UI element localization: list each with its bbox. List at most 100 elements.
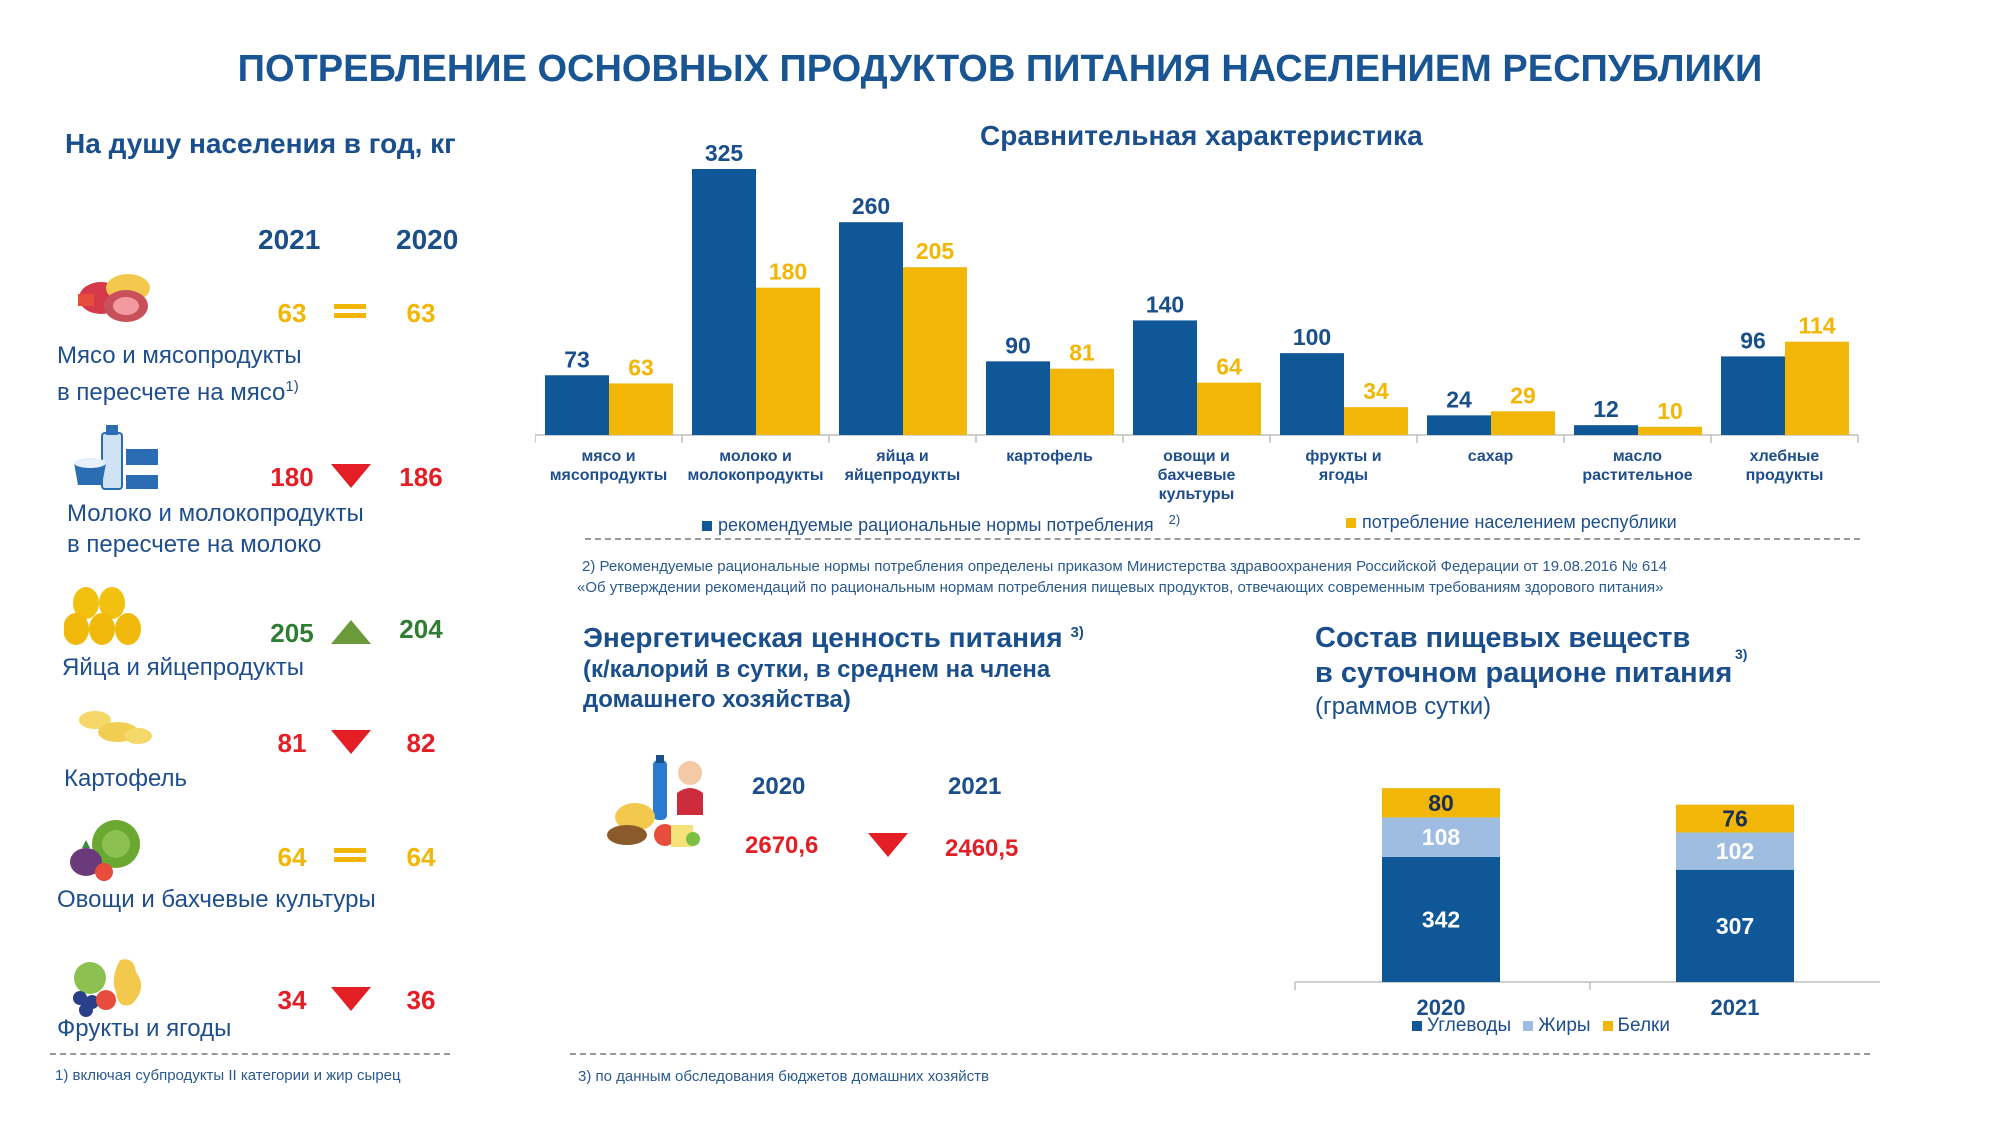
category-label-line: яйцепродукты (844, 467, 961, 484)
stack-segment-Углеводы (1676, 869, 1794, 982)
chart-footnote-2: «Об утверждении рекомендаций по рационал… (577, 579, 1664, 596)
legend-item: Углеводы (1412, 1015, 1511, 1036)
category-label: хлебные продукты (1746, 448, 1824, 484)
product-label-sup: 1) (285, 378, 299, 395)
stack-segment-Углеводы (1382, 856, 1500, 982)
stack-category-label: 2020 (1417, 995, 1466, 1020)
dairy-icon (66, 425, 166, 500)
nutrient-title-2: в суточном рационе питания (1315, 657, 1732, 690)
legend-label: Углеводы (1427, 1015, 1512, 1036)
trend-up-icon (331, 620, 371, 644)
energy-down-arrow-icon (868, 833, 908, 857)
value-2021: 63 (277, 298, 307, 328)
legend-norms: рекомендуемые рациональные нормы потребл… (702, 512, 1180, 536)
value-2020: 82 (406, 728, 436, 758)
bar-consumption (903, 267, 967, 435)
bar-consumption (756, 287, 820, 435)
energy-subtitle-2: домашнего хозяйства) (583, 686, 851, 713)
potato-icon (70, 706, 160, 756)
value-2020: 204 (399, 614, 443, 644)
nutrient-title-sup: 3) (1735, 646, 1748, 662)
legend-norms-label: рекомендуемые рациональные нормы потребл… (718, 515, 1154, 535)
product-label-line1: Картофель (64, 765, 188, 792)
bar-value-label: 10 (1657, 398, 1683, 424)
category-label-line: хлебные (1750, 448, 1820, 465)
category-label-line: культуры (1159, 486, 1235, 503)
bar-consumption (1785, 341, 1849, 435)
nutrient-title-1: Состав пищевых веществ (1315, 622, 1691, 654)
trend-equal-icon (334, 846, 366, 864)
bar-value-label: 114 (1798, 313, 1835, 339)
stack-category-label: 2021 (1711, 995, 1760, 1020)
category-label: молоко и молокопродукты (687, 448, 823, 484)
trend-down-icon (331, 464, 371, 488)
legend-label: Белки (1617, 1015, 1670, 1036)
stack-segment-Белки (1382, 788, 1500, 818)
category-label-line: мясо и (581, 448, 635, 465)
product-label-line1: Яйца и яйцепродукты (62, 654, 304, 681)
energy-value-2020: 2670,6 (745, 832, 819, 859)
legend-label: Жиры (1538, 1015, 1591, 1036)
product-label-line1: Фрукты и ягоды (57, 1015, 232, 1042)
fruits-icon (62, 948, 152, 1023)
stack-value-label: 342 (1422, 906, 1460, 932)
eggs-icon (63, 585, 154, 655)
left-footnote-divider (50, 1053, 450, 1055)
year-2020-header: 2020 (396, 224, 459, 255)
left-footnote: 1) включая субпродукты II категории и жи… (55, 1067, 401, 1084)
energy-subtitle-1: (к/калорий в сутки, в среднем на члена (583, 656, 1051, 683)
bar-value-label: 260 (852, 193, 890, 219)
bar-consumption (1491, 411, 1555, 435)
stack-value-label: 102 (1716, 838, 1754, 864)
nutrient-subtitle: (граммов сутки) (1315, 693, 1492, 720)
bar-value-label: 34 (1363, 378, 1389, 404)
bar-value-label: 325 (705, 140, 744, 166)
value-2021: 34 (277, 985, 307, 1015)
value-2021: 205 (270, 618, 314, 648)
legend-consumption: потребление населением республики (1346, 512, 1677, 533)
legend-norms-sup: 2) (1168, 512, 1181, 527)
legend-norms-swatch (702, 521, 712, 531)
bar-norm (1133, 320, 1197, 435)
year-2021-header: 2021 (258, 224, 321, 255)
product-label-line2: в пересчете на молоко (67, 531, 322, 558)
category-label-line: фрукты и (1305, 448, 1381, 465)
meat-icon (66, 270, 166, 335)
chart-footnote-1: 2) Рекомендуемые рациональные нормы потр… (582, 558, 1667, 575)
product-label-line2: в пересчете на мясо1) (57, 378, 299, 406)
bar-value-label: 12 (1593, 396, 1619, 422)
bar-value-label: 96 (1740, 327, 1766, 353)
legend-item: Белки (1602, 1015, 1670, 1036)
bar-value-label: 64 (1216, 354, 1242, 380)
stack-segment-Жиры (1382, 817, 1500, 857)
grocery-icon (605, 755, 713, 855)
nutrient-title-2-text: в суточном рационе питания (1315, 657, 1733, 689)
value-2020: 186 (399, 462, 443, 492)
bar-value-label: 205 (916, 238, 955, 264)
legend-consumption-swatch (1346, 518, 1356, 528)
bar-norm (1574, 425, 1638, 435)
category-label-line: яйца и (875, 448, 928, 465)
product-label: Овощи и бахчевые культуры (57, 884, 376, 915)
value-2020: 63 (406, 298, 436, 328)
product-label-line1: Мясо и мясопродукты (57, 342, 302, 369)
bar-norm (692, 169, 756, 435)
energy-footnote: 3) по данным обследования бюджетов домаш… (578, 1068, 989, 1085)
category-label-line: молокопродукты (687, 467, 823, 484)
bar-value-label: 24 (1446, 386, 1472, 412)
per-capita-heading: На душу населения в год, кг (65, 128, 456, 159)
trend-down-icon (331, 730, 371, 754)
bar-value-label: 140 (1146, 291, 1184, 317)
bar-norm (1280, 353, 1344, 435)
category-label-line: масло (1613, 448, 1662, 465)
comparison-chart-title: Сравнительная характеристика (980, 120, 1423, 151)
category-label: овощи и бахчевые культуры (1158, 448, 1236, 503)
value-2020: 64 (406, 842, 436, 872)
energy-value-2021: 2460,5 (945, 835, 1019, 862)
bar-value-label: 81 (1069, 340, 1095, 366)
bar-norm (986, 361, 1050, 435)
bar-value-label: 29 (1510, 382, 1536, 408)
category-label: яйца и яйцепродукты (844, 448, 961, 484)
category-label-line: растительное (1582, 467, 1692, 484)
category-label-line: бахчевые (1158, 467, 1236, 484)
